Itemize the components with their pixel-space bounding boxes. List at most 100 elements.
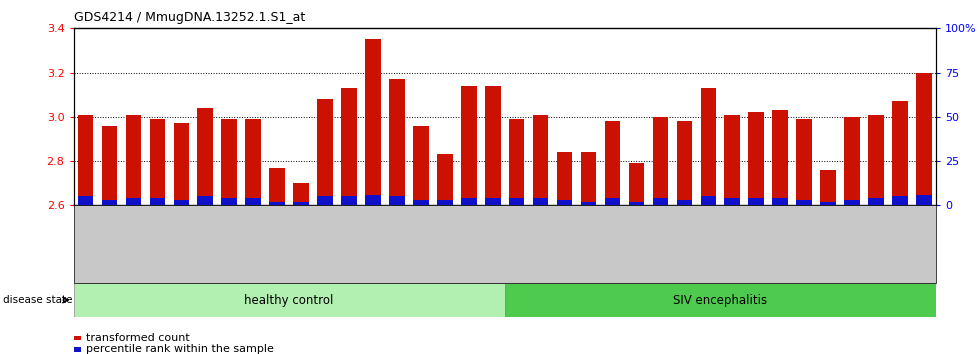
Bar — [485, 86, 501, 205]
Bar — [125, 115, 141, 205]
Bar — [605, 198, 620, 205]
Bar — [293, 202, 309, 205]
Bar — [749, 198, 764, 205]
Bar — [341, 88, 357, 205]
Text: GSM347815: GSM347815 — [249, 209, 258, 264]
Bar — [749, 113, 764, 205]
Text: GSM347825: GSM347825 — [416, 209, 425, 264]
Bar — [270, 168, 285, 205]
Bar — [605, 121, 620, 205]
Text: GSM347805: GSM347805 — [584, 209, 593, 264]
Text: GSM347818: GSM347818 — [320, 209, 329, 264]
Bar — [245, 119, 261, 205]
Text: GSM347810: GSM347810 — [129, 209, 138, 264]
Bar — [557, 200, 572, 205]
Text: GSM347824: GSM347824 — [728, 209, 737, 264]
Bar — [628, 163, 644, 205]
Text: healthy control: healthy control — [244, 293, 334, 307]
Bar — [74, 283, 505, 317]
Bar — [509, 198, 524, 205]
Text: SIV encephalitis: SIV encephalitis — [673, 293, 767, 307]
Bar — [676, 121, 692, 205]
Bar — [509, 119, 524, 205]
Text: GSM347808: GSM347808 — [656, 209, 664, 264]
Text: GSM347801: GSM347801 — [536, 209, 545, 264]
Bar — [173, 124, 189, 205]
Bar — [772, 198, 788, 205]
Text: disease state: disease state — [3, 295, 73, 305]
Text: GSM347827: GSM347827 — [465, 209, 473, 264]
Text: GSM347811: GSM347811 — [153, 209, 162, 264]
Bar — [653, 117, 668, 205]
Bar — [485, 198, 501, 205]
Bar — [150, 119, 165, 205]
Text: GSM347817: GSM347817 — [297, 209, 306, 264]
Bar — [892, 196, 907, 205]
Text: GSM347802: GSM347802 — [81, 209, 90, 264]
Bar — [844, 117, 859, 205]
Text: GSM347822: GSM347822 — [392, 209, 402, 264]
Bar — [197, 196, 213, 205]
Text: GDS4214 / MmugDNA.13252.1.S1_at: GDS4214 / MmugDNA.13252.1.S1_at — [74, 11, 305, 24]
Bar — [772, 110, 788, 205]
Text: GSM347814: GSM347814 — [224, 209, 233, 264]
Bar — [413, 126, 428, 205]
Text: GSM347813: GSM347813 — [201, 209, 210, 264]
Bar — [461, 86, 476, 205]
Text: GSM347823: GSM347823 — [704, 209, 712, 264]
Bar — [318, 196, 333, 205]
Bar — [221, 198, 237, 205]
Text: GSM347832: GSM347832 — [823, 209, 833, 264]
Bar — [77, 115, 93, 205]
Text: GSM347812: GSM347812 — [176, 209, 186, 264]
Bar — [820, 202, 836, 205]
Bar — [245, 198, 261, 205]
Bar — [533, 198, 549, 205]
Bar — [437, 154, 453, 205]
Bar — [389, 196, 405, 205]
Bar — [797, 200, 811, 205]
Bar — [102, 126, 118, 205]
Bar — [724, 198, 740, 205]
Bar — [221, 119, 237, 205]
Text: GSM347800: GSM347800 — [513, 209, 521, 264]
Text: GSM347829: GSM347829 — [752, 209, 760, 264]
Bar — [557, 152, 572, 205]
Bar — [916, 73, 932, 205]
Bar — [318, 99, 333, 205]
Text: GSM347831: GSM347831 — [800, 209, 808, 264]
Bar — [366, 39, 380, 205]
Bar — [628, 202, 644, 205]
Bar — [505, 283, 936, 317]
Text: GSM347816: GSM347816 — [272, 209, 281, 264]
Text: GSM347833: GSM347833 — [848, 209, 857, 264]
Text: GSM347835: GSM347835 — [896, 209, 905, 264]
Bar — [868, 198, 884, 205]
Bar — [701, 196, 716, 205]
Bar — [820, 170, 836, 205]
Bar — [581, 202, 596, 205]
Bar — [653, 198, 668, 205]
Text: transformed count: transformed count — [86, 333, 190, 343]
Text: percentile rank within the sample: percentile rank within the sample — [86, 344, 274, 354]
Bar — [844, 200, 859, 205]
Bar — [797, 119, 811, 205]
Bar — [437, 200, 453, 205]
Bar — [892, 101, 907, 205]
Text: GSM347836: GSM347836 — [919, 209, 928, 264]
Text: GSM347828: GSM347828 — [488, 209, 497, 264]
Bar — [270, 202, 285, 205]
Bar — [125, 198, 141, 205]
Bar — [533, 115, 549, 205]
Text: GSM347826: GSM347826 — [440, 209, 449, 264]
Text: GSM347807: GSM347807 — [632, 209, 641, 264]
Bar — [197, 108, 213, 205]
Bar — [461, 198, 476, 205]
Text: GSM347806: GSM347806 — [608, 209, 617, 264]
Text: GSM347834: GSM347834 — [871, 209, 880, 264]
Bar — [916, 195, 932, 205]
Bar — [366, 195, 380, 205]
Bar — [341, 196, 357, 205]
Bar — [102, 200, 118, 205]
Bar — [868, 115, 884, 205]
